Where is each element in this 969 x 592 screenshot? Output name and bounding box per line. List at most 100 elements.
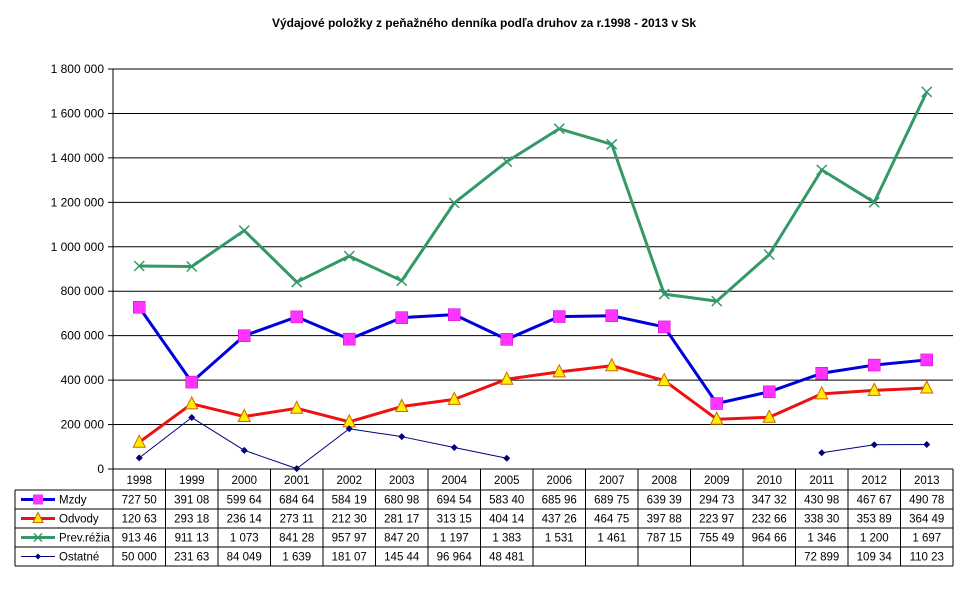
x-tick-label: 2009 bbox=[704, 475, 730, 487]
data-label: 232 66 bbox=[752, 514, 787, 526]
data-label: 437 26 bbox=[542, 514, 577, 526]
data-label: 236 14 bbox=[227, 514, 263, 526]
data-point bbox=[186, 260, 198, 273]
legend-marker bbox=[33, 532, 43, 543]
data-point bbox=[395, 311, 408, 324]
data-point bbox=[605, 309, 618, 322]
data-label: 1 200 bbox=[860, 533, 889, 545]
data-point bbox=[448, 308, 461, 321]
legend-label: Ostatné bbox=[59, 552, 99, 564]
chart-title: Výdajové položky z peňažného denníka pod… bbox=[272, 16, 696, 30]
x-tick-label: 2006 bbox=[546, 475, 572, 487]
data-label: 1 461 bbox=[597, 533, 626, 545]
data-label: 293 18 bbox=[174, 514, 209, 526]
data-label: 338 30 bbox=[804, 514, 839, 526]
data-point bbox=[657, 372, 672, 387]
x-tick-label: 2010 bbox=[756, 475, 782, 487]
data-point bbox=[921, 86, 933, 98]
legend-marker bbox=[32, 511, 44, 523]
data-point bbox=[867, 382, 882, 396]
series-line bbox=[138, 417, 507, 470]
legend-marker bbox=[35, 553, 41, 560]
x-tick-label: 1998 bbox=[126, 475, 152, 487]
x-tick-label: 2004 bbox=[441, 475, 467, 487]
data-label: 347 32 bbox=[752, 495, 787, 507]
data-point bbox=[710, 397, 723, 410]
data-label: 212 30 bbox=[332, 514, 367, 526]
data-point bbox=[289, 400, 304, 414]
x-tick-label: 2003 bbox=[389, 475, 415, 487]
data-label: 294 73 bbox=[699, 495, 734, 507]
data-label: 957 97 bbox=[332, 533, 367, 545]
data-point bbox=[291, 276, 303, 288]
x-tick-label: 2000 bbox=[231, 475, 257, 487]
data-label: 353 89 bbox=[857, 514, 892, 526]
legend-marker bbox=[33, 494, 43, 505]
series-line bbox=[138, 306, 927, 406]
data-label: 145 44 bbox=[384, 552, 420, 564]
x-tick-label: 2001 bbox=[284, 475, 310, 487]
data-label: 430 98 bbox=[804, 495, 839, 507]
y-tick-label: 1 400 000 bbox=[51, 151, 105, 165]
data-label: 273 11 bbox=[280, 514, 314, 526]
data-label: 755 49 bbox=[699, 533, 734, 545]
data-label: 490 78 bbox=[909, 495, 944, 507]
data-point bbox=[447, 391, 462, 405]
data-point bbox=[398, 433, 406, 441]
data-point bbox=[709, 411, 724, 425]
data-point bbox=[450, 443, 458, 451]
data-point bbox=[188, 414, 196, 422]
data-point bbox=[658, 288, 670, 300]
grid-lines bbox=[113, 68, 953, 426]
data-point bbox=[923, 441, 931, 449]
data-point bbox=[870, 441, 878, 449]
data-label: 584 19 bbox=[332, 495, 367, 507]
data-point bbox=[345, 425, 353, 433]
data-label: 109 34 bbox=[857, 552, 893, 564]
data-label: 464 75 bbox=[594, 514, 629, 526]
data-label: 231 63 bbox=[174, 552, 209, 564]
data-point bbox=[762, 409, 777, 423]
data-point bbox=[133, 260, 145, 272]
data-point bbox=[818, 449, 826, 457]
data-table: 1998 1999 2000 2001 2002 2003 2004 2005 2006 2007… bbox=[14, 468, 954, 567]
data-label: 680 98 bbox=[384, 495, 419, 507]
data-label: 684 64 bbox=[279, 495, 315, 507]
data-label: 50 000 bbox=[122, 552, 157, 564]
data-point bbox=[448, 197, 460, 209]
data-label: 1 531 bbox=[545, 533, 574, 545]
data-point bbox=[184, 395, 199, 410]
y-tick-label: 400 000 bbox=[61, 373, 105, 387]
data-label: 404 14 bbox=[489, 514, 525, 526]
data-point bbox=[604, 357, 619, 372]
data-point bbox=[290, 310, 303, 324]
data-label: 787 15 bbox=[647, 533, 682, 545]
data-label: 181 07 bbox=[332, 552, 367, 564]
data-label: 120 63 bbox=[122, 514, 157, 526]
data-label: 685 96 bbox=[542, 495, 577, 507]
data-point bbox=[501, 156, 513, 168]
legend-label: Mzdy bbox=[59, 495, 87, 507]
data-point bbox=[763, 249, 775, 261]
data-label: 84 049 bbox=[227, 552, 262, 564]
data-point bbox=[552, 363, 567, 378]
data-label: 964 66 bbox=[752, 533, 787, 545]
y-tick-label: 1 800 000 bbox=[51, 62, 105, 76]
data-point bbox=[816, 164, 828, 176]
data-label: 391 08 bbox=[174, 495, 209, 507]
data-label: 841 28 bbox=[279, 533, 314, 545]
data-point bbox=[238, 225, 250, 237]
legend-label: Prev.réžia bbox=[59, 533, 111, 545]
y-axis: 0 200 000 400 000 600 000 800 000 1 000 000 1 … bbox=[51, 62, 114, 476]
data-point bbox=[503, 454, 511, 462]
data-point bbox=[237, 408, 252, 423]
x-tick-label: 2011 bbox=[809, 475, 834, 487]
data-label: 583 40 bbox=[489, 495, 524, 507]
data-label: 397 88 bbox=[647, 514, 682, 526]
data-point bbox=[553, 123, 565, 135]
y-tick-label: 600 000 bbox=[61, 329, 105, 343]
data-point bbox=[711, 295, 723, 307]
x-tick-label: 2002 bbox=[336, 475, 362, 487]
data-point bbox=[185, 375, 198, 389]
